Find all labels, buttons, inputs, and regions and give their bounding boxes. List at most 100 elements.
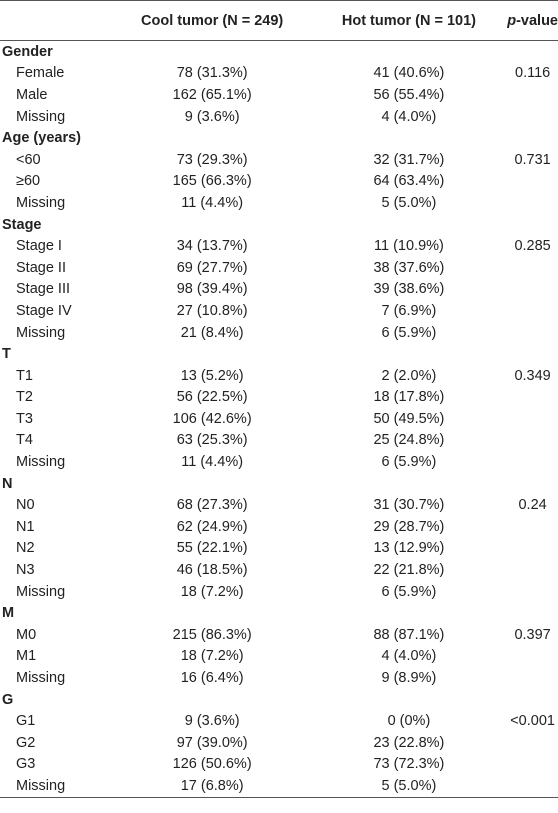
cool-value: 18 (7.2%) <box>180 583 244 600</box>
cool-value: 9 (3.6%) <box>184 713 240 730</box>
p-value <box>507 667 558 689</box>
cool-value: 98 (39.4%) <box>176 281 248 298</box>
data-row: Female 78 (31.3%) 41 (40.6%) 0.116 <box>0 63 558 85</box>
hot-value: 4 (4.0%) <box>381 648 437 665</box>
hot-value: 29 (28.7%) <box>373 518 445 535</box>
data-row: T4 63 (25.3%) 25 (24.8%) <box>0 430 558 452</box>
p-value: 0.397 <box>514 626 551 643</box>
cool-value: 13 (5.2%) <box>180 367 244 384</box>
cool-value: 97 (39.0%) <box>176 734 248 751</box>
p-value: <0.001 <box>510 713 555 730</box>
data-row: Stage I 34 (13.7%) 11 (10.9%) 0.285 <box>0 235 558 257</box>
cool-value: 56 (22.5%) <box>176 389 248 406</box>
hot-value: 25 (24.8%) <box>373 432 445 449</box>
hot-value: 13 (12.9%) <box>373 540 445 557</box>
hot-value: 7 (6.9%) <box>381 302 437 319</box>
hot-value: 0 (0%) <box>387 713 431 730</box>
p-value <box>507 106 558 128</box>
hot-value: 31 (30.7%) <box>373 497 445 514</box>
cool-value: 11 (4.4%) <box>181 194 244 211</box>
section-title: Stage <box>2 216 42 233</box>
data-row: M0 215 (86.3%) 88 (87.1%) 0.397 <box>0 624 558 646</box>
row-label: <60 <box>16 151 41 168</box>
row-label: Stage I <box>16 238 62 255</box>
cool-value: 17 (6.8%) <box>180 777 244 794</box>
row-label: Male <box>16 86 48 103</box>
header-hot: Hot tumor (N = 101) <box>310 0 508 41</box>
hot-value: 6 (5.9%) <box>381 454 437 471</box>
hot-value: 2 (2.0%) <box>381 367 437 384</box>
hot-value: 5 (5.0%) <box>381 194 437 211</box>
hot-value: 64 (63.4%) <box>373 173 445 190</box>
hot-value: 73 (72.3%) <box>373 756 445 773</box>
data-row: Stage III 98 (39.4%) 39 (38.6%) <box>0 279 558 301</box>
p-italic: p <box>507 12 517 29</box>
cool-value: 68 (27.3%) <box>176 497 248 514</box>
p-value <box>507 84 558 106</box>
p-value: 0.24 <box>518 497 547 514</box>
data-row: ≥60 165 (66.3%) 64 (63.4%) <box>0 171 558 193</box>
row-label: M1 <box>16 648 37 665</box>
data-row: T3 106 (42.6%) 50 (49.5%) <box>0 408 558 430</box>
p-value <box>507 322 558 344</box>
cool-value: 27 (10.8%) <box>176 302 248 319</box>
data-row: N2 55 (22.1%) 13 (12.9%) <box>0 538 558 560</box>
data-row: Male 162 (65.1%) 56 (55.4%) <box>0 84 558 106</box>
p-value <box>507 732 558 754</box>
cool-value: 106 (42.6%) <box>172 410 252 427</box>
row-label: Missing <box>16 454 66 471</box>
p-value <box>507 516 558 538</box>
row-label: Stage III <box>16 281 71 298</box>
hot-value: 18 (17.8%) <box>373 389 445 406</box>
cool-value: 9 (3.6%) <box>184 108 240 125</box>
data-row: Missing 11 (4.4%) 5 (5.0%) <box>0 192 558 214</box>
data-row: Missing 18 (7.2%) 6 (5.9%) <box>0 581 558 603</box>
section-title: G <box>2 691 14 708</box>
p-value <box>507 279 558 301</box>
p-value: 0.731 <box>514 151 551 168</box>
p-value <box>507 559 558 581</box>
row-label: T2 <box>16 389 33 406</box>
cool-value: 126 (50.6%) <box>172 756 252 773</box>
row-label: Missing <box>16 583 66 600</box>
hot-value: 5 (5.0%) <box>381 777 437 794</box>
p-value <box>507 408 558 430</box>
hot-value: 38 (37.6%) <box>373 259 445 276</box>
table-header: Cool tumor (N = 249) Hot tumor (N = 101)… <box>0 0 558 41</box>
header-p-value: p-value <box>507 0 558 41</box>
data-row: Missing 16 (6.4%) 9 (8.9%) <box>0 667 558 689</box>
row-label: Missing <box>16 670 66 687</box>
section-title: Gender <box>2 43 53 60</box>
hot-value: 4 (4.0%) <box>381 108 437 125</box>
row-label: Missing <box>16 777 66 794</box>
cool-value: 78 (31.3%) <box>176 65 248 82</box>
section-row: G <box>0 689 558 711</box>
data-row: T2 56 (22.5%) 18 (17.8%) <box>0 387 558 409</box>
row-label: G3 <box>16 756 36 773</box>
cool-value: 18 (7.2%) <box>180 648 244 665</box>
hot-value: 41 (40.6%) <box>373 65 445 82</box>
section-title: M <box>2 605 15 622</box>
data-row: Stage IV 27 (10.8%) 7 (6.9%) <box>0 300 558 322</box>
data-row: N3 46 (18.5%) 22 (21.8%) <box>0 559 558 581</box>
data-row: Missing 17 (6.8%) 5 (5.0%) <box>0 775 558 797</box>
data-row: Missing 21 (8.4%) 6 (5.9%) <box>0 322 558 344</box>
data-row: N1 62 (24.9%) 29 (28.7%) <box>0 516 558 538</box>
cool-value: 69 (27.7%) <box>176 259 248 276</box>
data-row: G1 9 (3.6%) 0 (0%) <0.001 <box>0 710 558 732</box>
p-value <box>507 538 558 560</box>
p-value <box>507 192 558 214</box>
data-row: G2 97 (39.0%) 23 (22.8%) <box>0 732 558 754</box>
p-value <box>507 257 558 279</box>
hot-value: 6 (5.9%) <box>381 583 437 600</box>
table-body: Gender Female 78 (31.3%) 41 (40.6%) 0.116 Mal… <box>0 41 558 798</box>
row-label: N0 <box>16 497 35 514</box>
data-row: G3 126 (50.6%) 73 (72.3%) <box>0 754 558 776</box>
hot-value: 56 (55.4%) <box>373 86 445 103</box>
hot-value: 6 (5.9%) <box>381 324 437 341</box>
hot-value: 23 (22.8%) <box>373 734 445 751</box>
data-row: <60 73 (29.3%) 32 (31.7%) 0.731 <box>0 149 558 171</box>
hot-value: 9 (8.9%) <box>381 670 437 687</box>
data-row: M1 18 (7.2%) 4 (4.0%) <box>0 646 558 668</box>
